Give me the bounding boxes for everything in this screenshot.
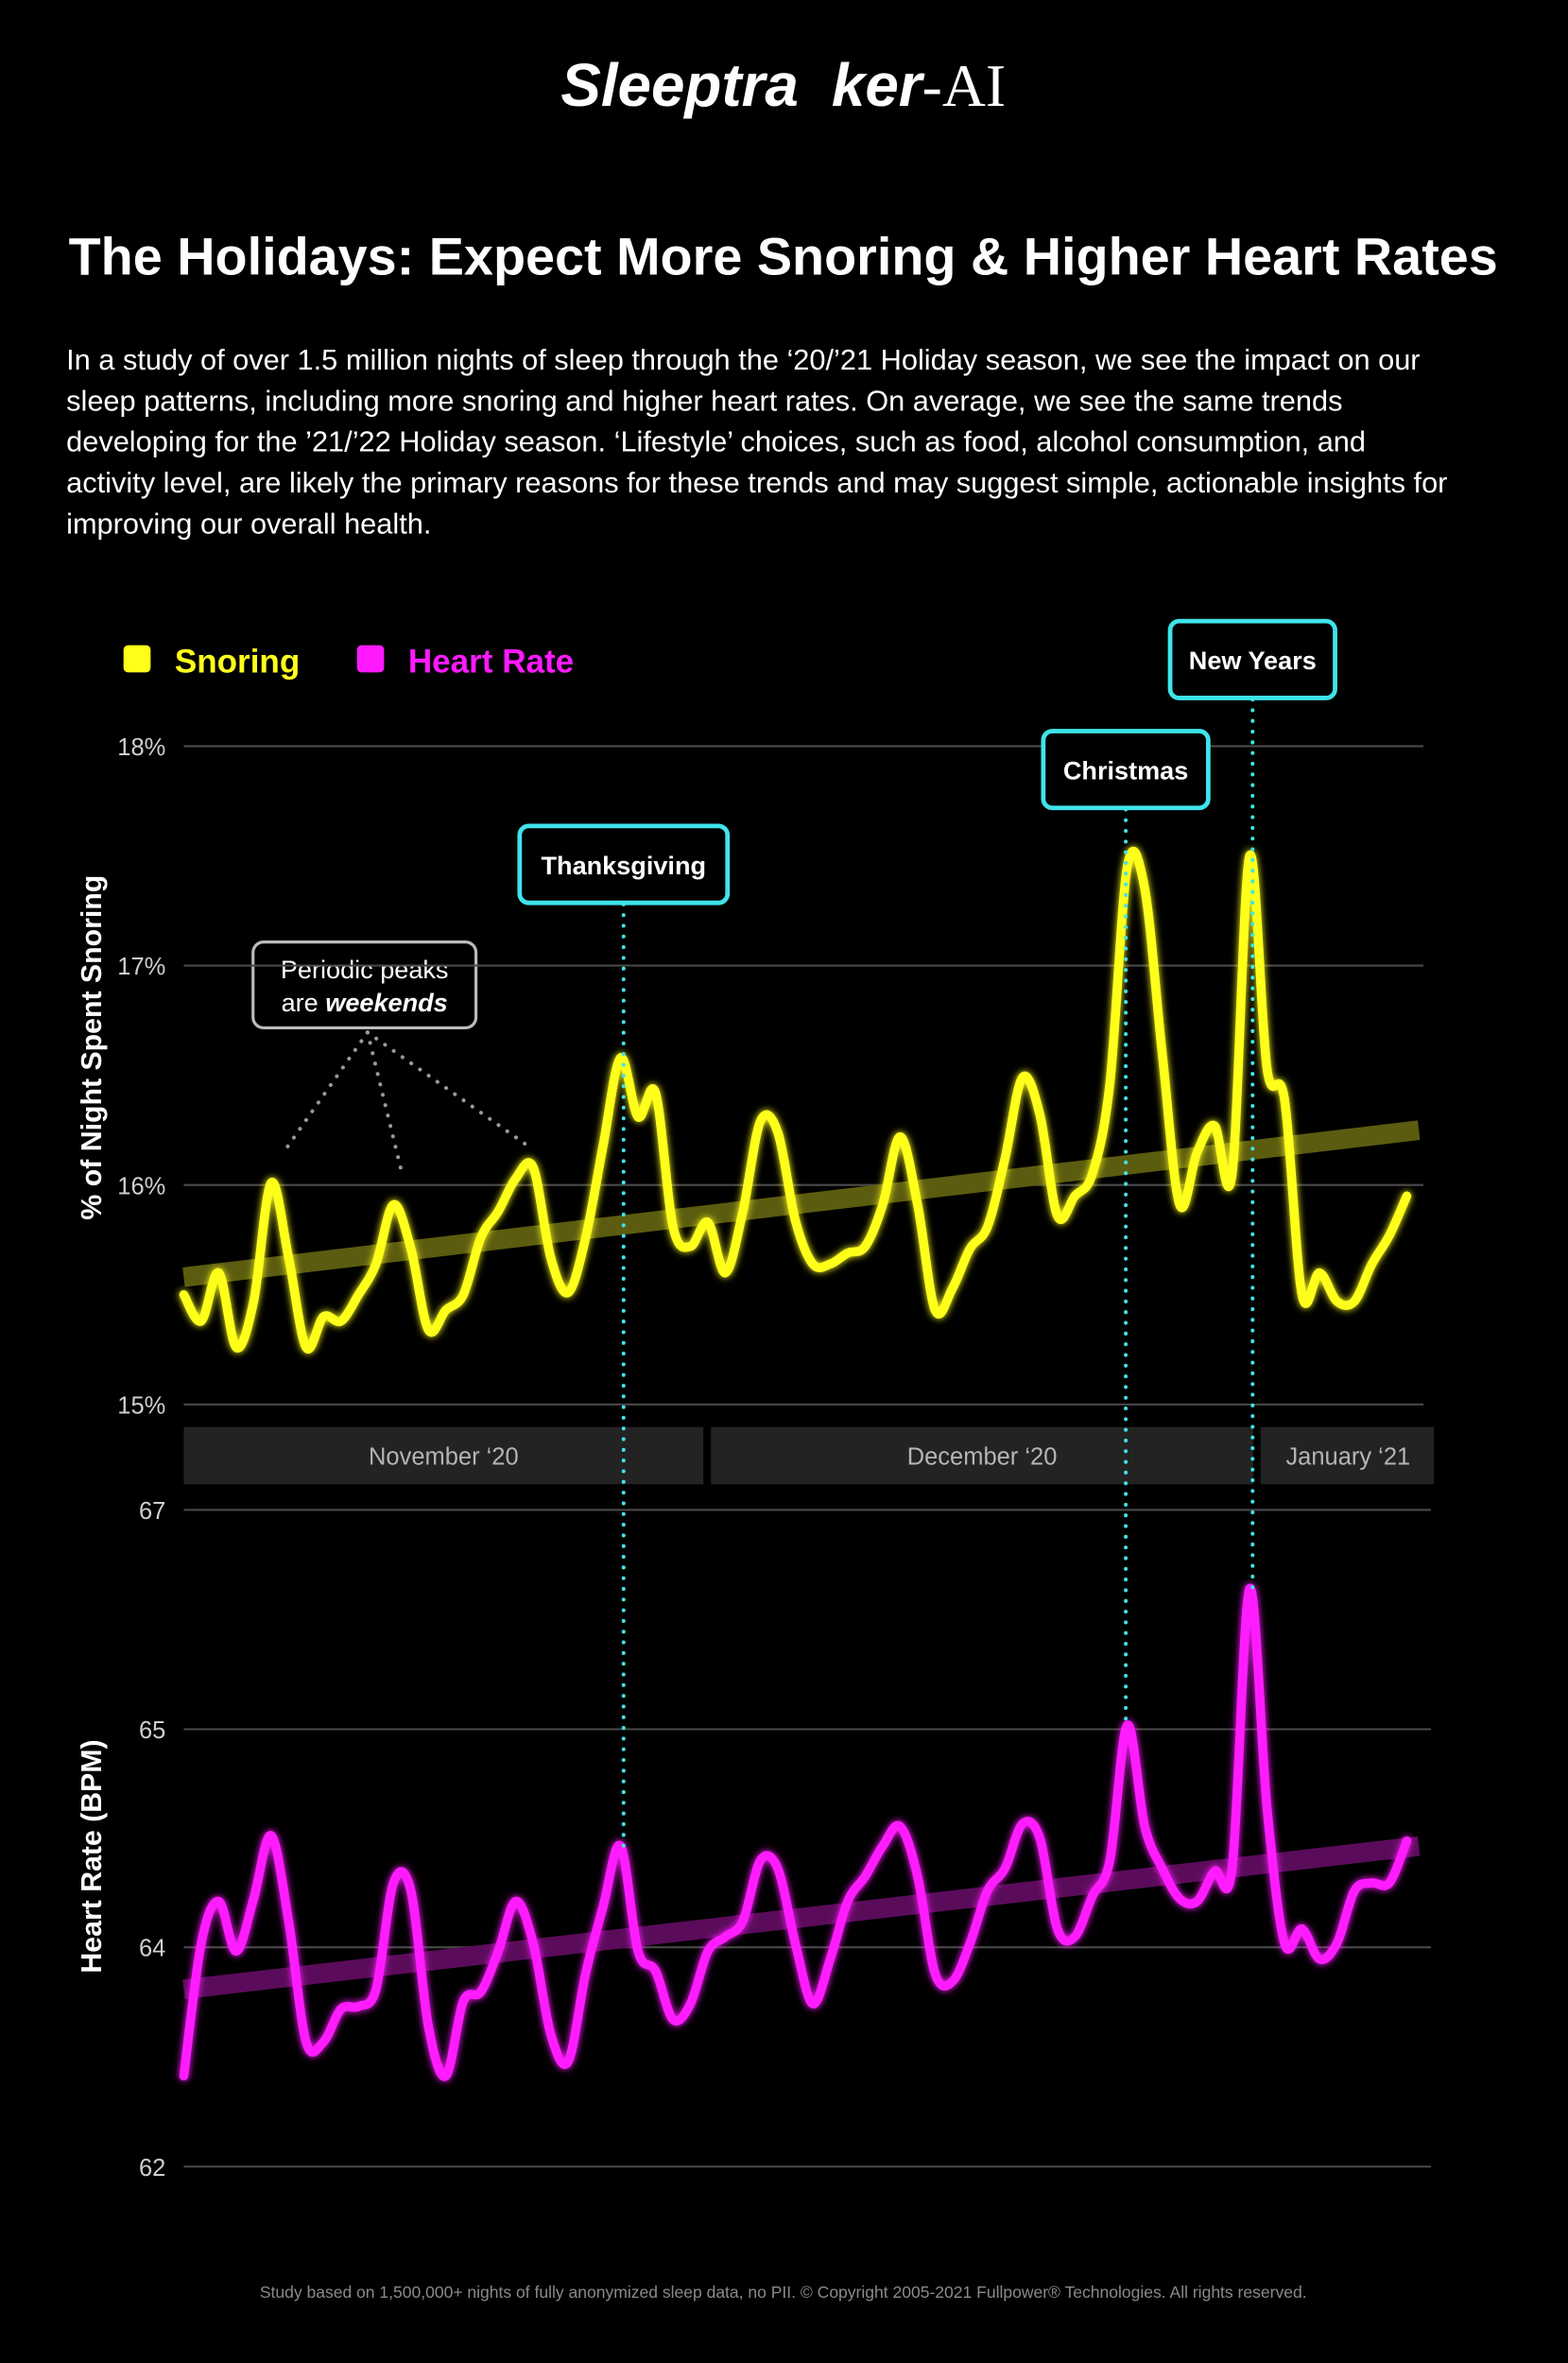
y-tick-label: 17% (117, 954, 165, 980)
note-pointer (281, 1030, 370, 1155)
trend-line (182, 1120, 1421, 1287)
note-text: are weekends (282, 988, 448, 1017)
annotation-label: New Years (1189, 646, 1317, 675)
logo-part: ker (832, 51, 925, 119)
legend-swatch (356, 645, 385, 673)
y-tick-label: 15% (117, 1392, 165, 1419)
footer: Study based on 1,500,000+ nights of full… (260, 2283, 1307, 2302)
y-tick-label: 18% (117, 734, 165, 761)
month-label: December ‘20 (907, 1444, 1058, 1471)
annotation-box (517, 823, 731, 906)
title: The Holidays: Expect More Snoring & High… (69, 228, 1498, 286)
y-tick-label: 64 (139, 1936, 165, 1962)
legend-swatch (123, 645, 151, 673)
month-band (1260, 1426, 1435, 1485)
description-line: In a study of over 1.5 million nights of… (66, 343, 1420, 376)
month-label: January ‘21 (1285, 1444, 1410, 1471)
month-band (711, 1426, 1253, 1485)
y-tick-label: 62 (139, 2155, 165, 2182)
note-text: Periodic peaks (281, 955, 449, 984)
description: In a study of over 1.5 million nights of… (66, 343, 1447, 540)
y-axis-label: Heart Rate (BPM) (77, 1739, 108, 1973)
logo-part: -AI (922, 52, 1006, 119)
y-tick-label: 16% (117, 1173, 165, 1199)
month-band (183, 1426, 704, 1485)
y-tick-label: 67 (139, 1498, 165, 1525)
description-line: improving our overall health. (66, 507, 431, 540)
y-tick-label: 65 (139, 1717, 165, 1744)
description-line: developing for the ’21/’22 Holiday seaso… (66, 425, 1366, 458)
logo-part: Sleeptra (560, 51, 799, 119)
annotation-box (1167, 618, 1337, 700)
note-emphasis: weekends (325, 988, 447, 1017)
annotation-box (1041, 729, 1211, 811)
description-line: sleep patterns, including more snoring a… (66, 384, 1342, 417)
note-pointers (281, 1030, 529, 1170)
note-box (251, 940, 478, 1030)
legend-label: Snoring (175, 643, 300, 680)
note-pointer (365, 1030, 529, 1147)
description-line: activity level, are likely the primary r… (66, 466, 1447, 499)
logo: Sleeptra ker-AI (560, 51, 1006, 119)
annotation-label: Christmas (1063, 755, 1188, 785)
legend-label: Heart Rate (408, 643, 574, 680)
annotation-label: Thanksgiving (542, 851, 707, 880)
data-line (179, 1583, 1412, 2081)
note-pointer (365, 1030, 403, 1170)
note-text: are (282, 988, 319, 1017)
data-line (179, 846, 1412, 1354)
month-label: November ‘20 (369, 1444, 519, 1471)
y-axis-label: % of Night Spent Snoring (77, 875, 108, 1220)
